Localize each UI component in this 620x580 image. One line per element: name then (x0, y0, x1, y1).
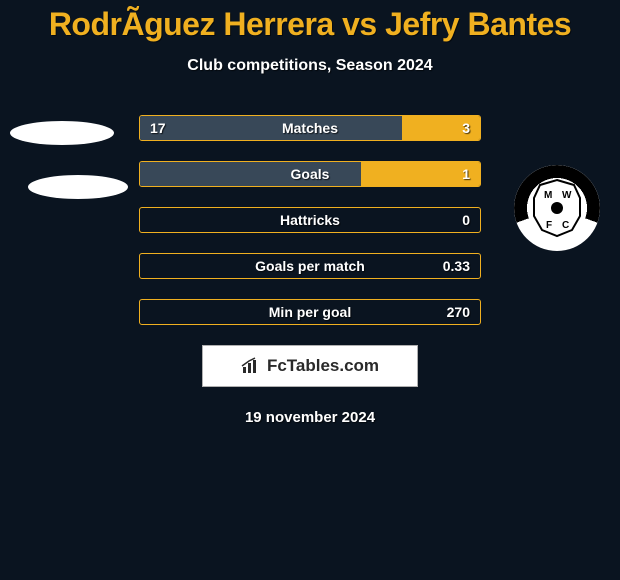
stat-right-value: 1 (462, 162, 470, 186)
stat-label: Hattricks (140, 208, 480, 232)
stat-row-matches: 17 Matches 3 (139, 115, 481, 141)
player-right-badge: M W F C (514, 165, 600, 251)
fctables-logo[interactable]: FcTables.com (202, 345, 418, 387)
player-left-avatar (10, 115, 130, 205)
comparison-widget: RodrÃ­guez Herrera vs Jefry Bantes Club … (0, 0, 620, 426)
stat-row-goals-per-match: Goals per match 0.33 (139, 253, 481, 279)
bar-chart-icon (241, 357, 263, 375)
avatar-ellipse-2 (28, 175, 128, 199)
stat-row-hattricks: Hattricks 0 (139, 207, 481, 233)
date-text: 19 november 2024 (0, 409, 620, 426)
svg-text:W: W (562, 190, 572, 201)
stat-right-value: 3 (462, 116, 470, 140)
stat-label: Min per goal (140, 300, 480, 324)
stat-right-value: 0 (462, 208, 470, 232)
stat-right-value: 270 (447, 300, 470, 324)
logo-text: FcTables.com (241, 356, 379, 376)
svg-text:M: M (544, 190, 552, 201)
page-title: RodrÃ­guez Herrera vs Jefry Bantes (0, 6, 620, 43)
stat-label: Goals per match (140, 254, 480, 278)
chart-area: M W F C 17 Matches 3 Goals (0, 115, 620, 426)
shield-icon: M W F C (530, 178, 584, 238)
svg-text:F: F (546, 220, 552, 231)
stat-bars: 17 Matches 3 Goals 1 Hattricks 0 (139, 115, 481, 325)
svg-text:C: C (562, 220, 569, 231)
stat-row-goals: Goals 1 (139, 161, 481, 187)
badge-circle: M W F C (514, 165, 600, 251)
stat-right-value: 0.33 (443, 254, 470, 278)
stat-label: Goals (140, 162, 480, 186)
subtitle: Club competitions, Season 2024 (0, 57, 620, 75)
avatar-ellipse-1 (10, 121, 114, 145)
logo-label: FcTables.com (267, 356, 379, 376)
stat-label: Matches (140, 116, 480, 140)
stat-row-min-per-goal: Min per goal 270 (139, 299, 481, 325)
